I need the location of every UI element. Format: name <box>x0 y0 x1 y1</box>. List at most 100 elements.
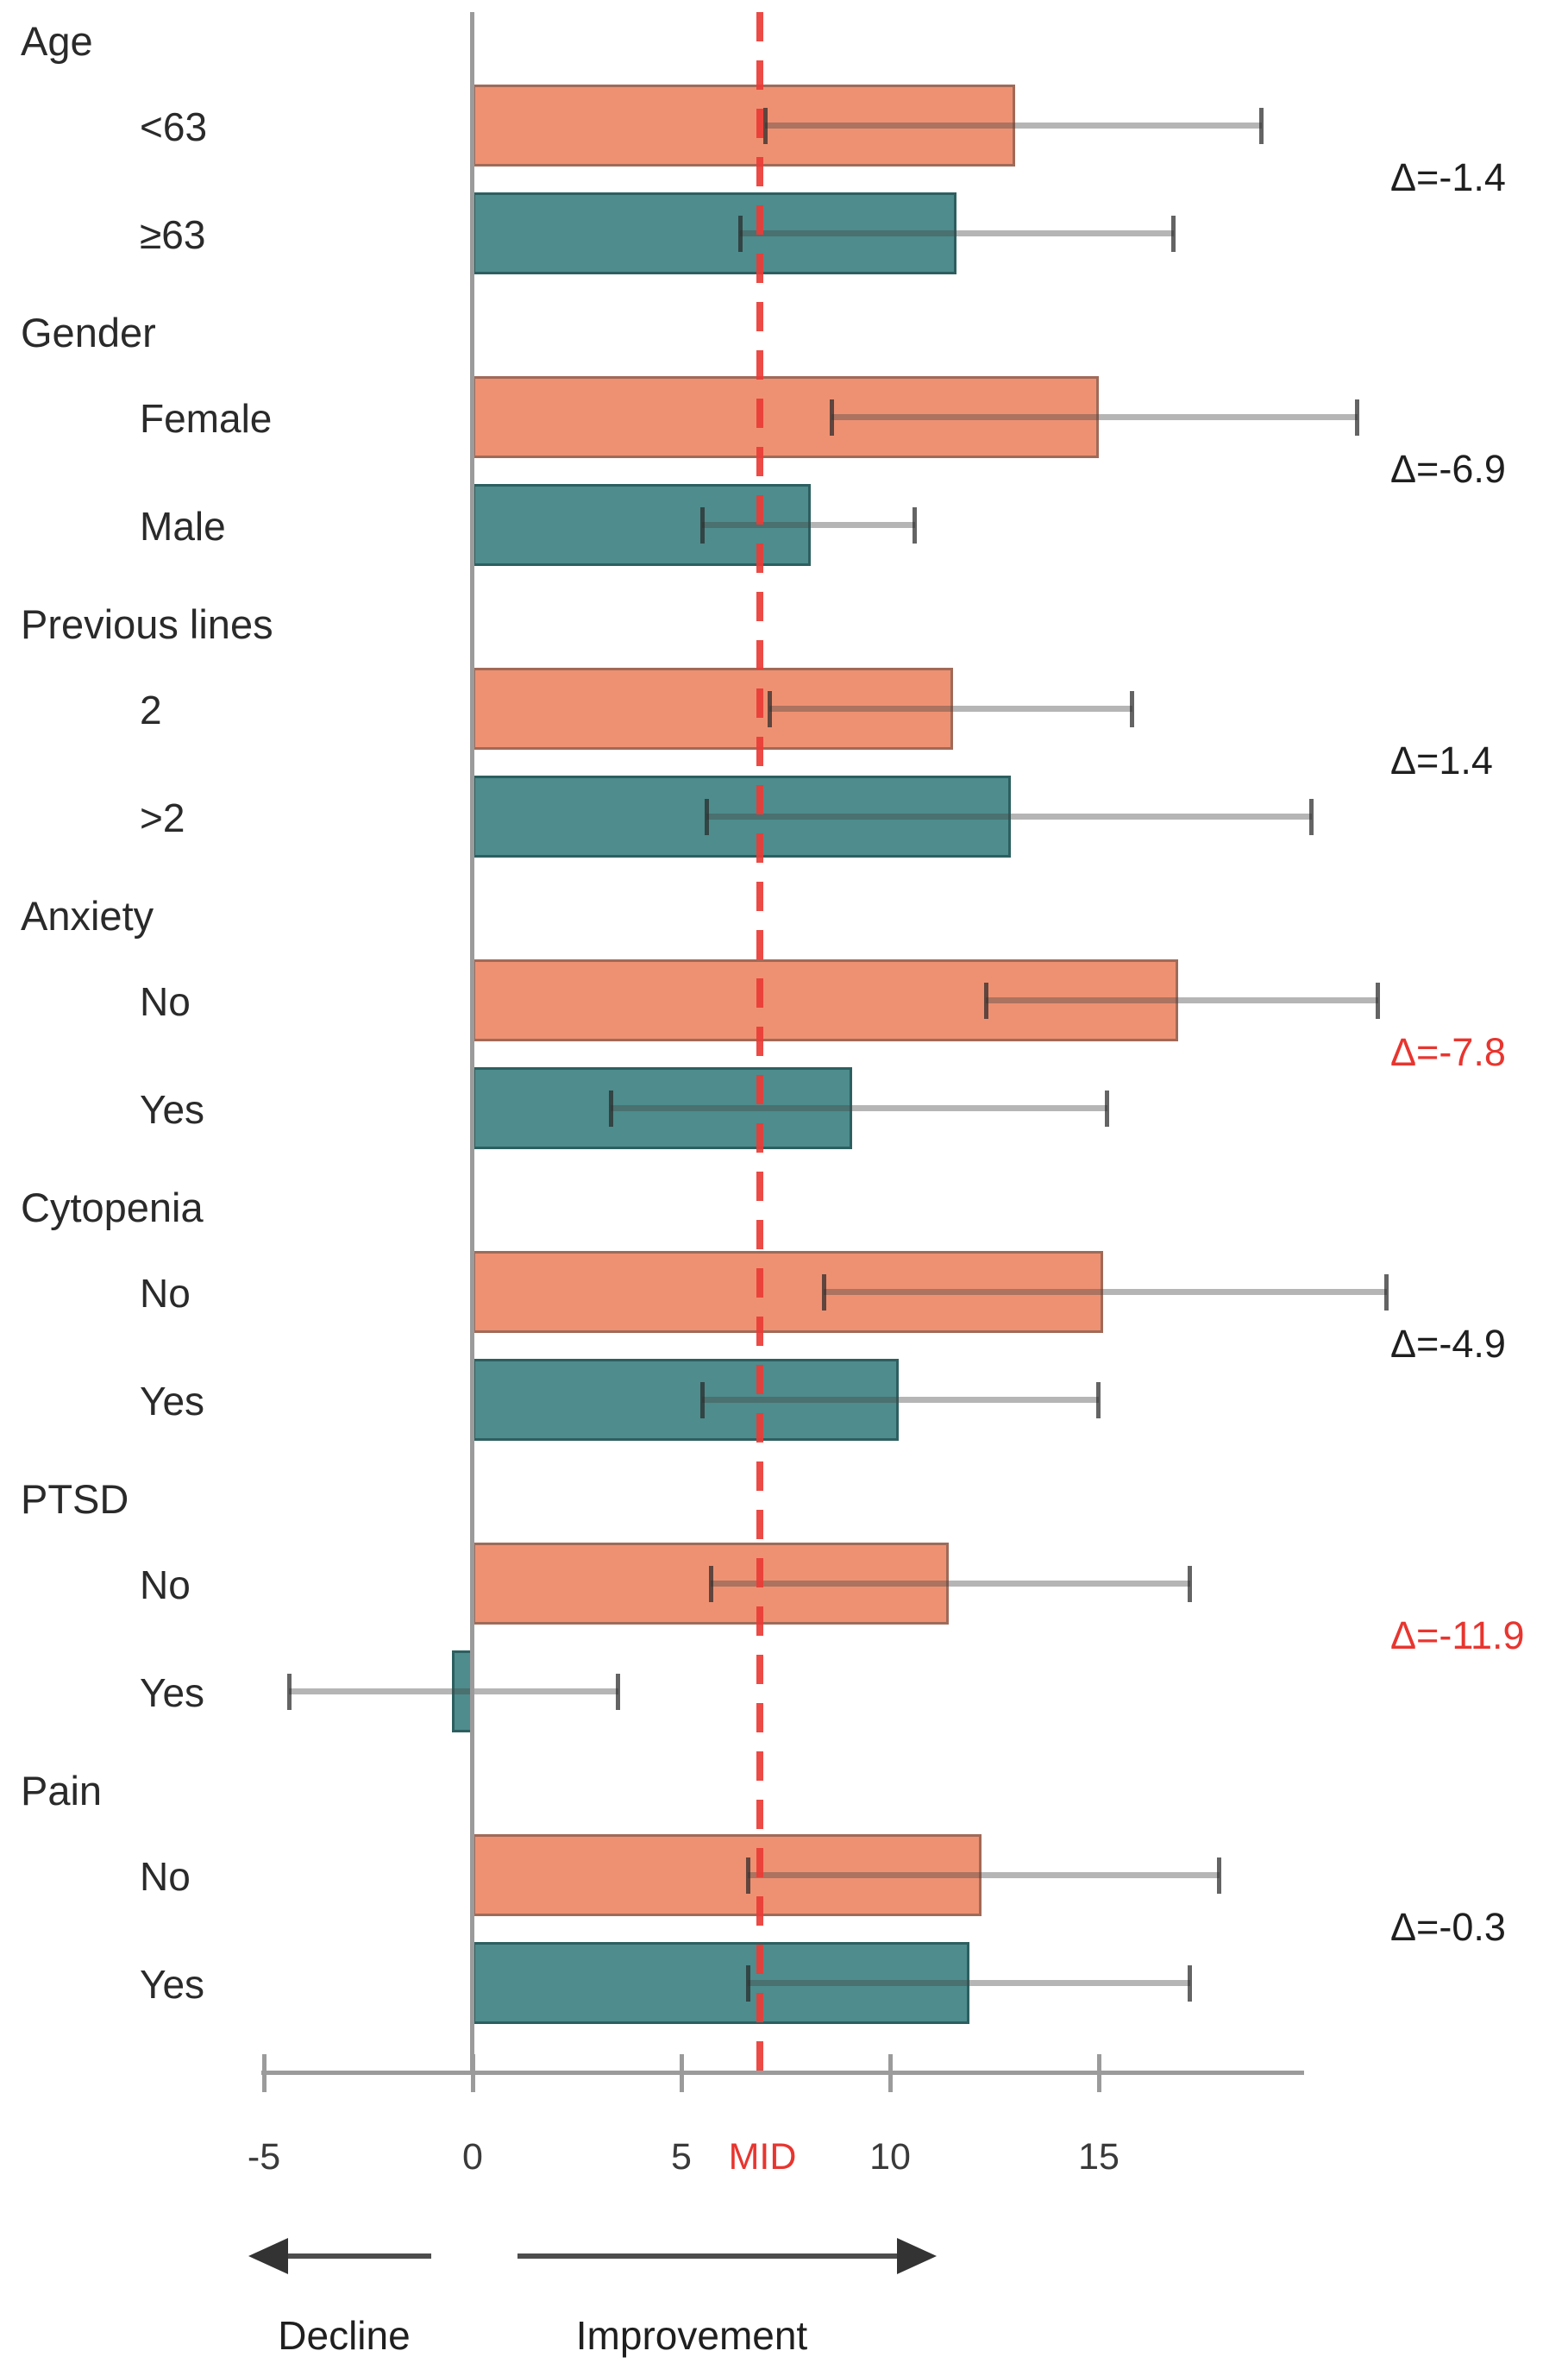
delta-label: Δ=-4.9 <box>1390 1322 1506 1366</box>
error-bar-cap-right <box>1130 690 1134 727</box>
improvement-arrow-shaft <box>517 2253 899 2259</box>
group-label-cytopenia: Cytopenia <box>21 1185 204 1230</box>
bar-label: Yes <box>140 1962 205 2007</box>
bar-label: 2 <box>140 688 162 732</box>
x-axis-tick <box>1097 2054 1101 2092</box>
error-bar-cap-right <box>1171 215 1176 252</box>
bar-first <box>473 1834 982 1916</box>
error-bar-cap-right <box>1188 1964 1192 2002</box>
bar-second <box>473 192 956 274</box>
error-bar-line <box>748 1980 1190 1986</box>
bar-first <box>473 959 1178 1041</box>
error-bar-cap-left <box>830 399 834 436</box>
error-bar-cap-right <box>616 1673 620 1710</box>
x-axis-tick <box>471 2054 475 2092</box>
error-bar-line <box>831 414 1358 420</box>
bar-second <box>473 776 1011 858</box>
error-bar-cap-left <box>609 1090 613 1127</box>
bar-label: No <box>140 979 191 1024</box>
error-bar-line <box>824 1289 1387 1295</box>
delta-label: Δ=-11.9 <box>1390 1613 1525 1657</box>
group-label-gender: Gender <box>21 310 156 355</box>
error-bar-cap-left <box>700 506 705 544</box>
error-bar-cap-left <box>738 215 743 252</box>
bar-second <box>473 1359 899 1441</box>
x-tick-label: 0 <box>462 2136 483 2178</box>
error-bar-cap-left <box>763 107 768 144</box>
x-axis-tick <box>262 2054 267 2092</box>
error-bar-line <box>702 522 915 528</box>
bar-first <box>473 376 1099 458</box>
zero-axis-line <box>470 12 474 2073</box>
error-bar-cap-right <box>1188 1565 1192 1602</box>
mid-tick-label: MID <box>728 2136 797 2178</box>
error-bar-line <box>289 1688 618 1694</box>
error-bar-cap-left <box>822 1273 826 1311</box>
bar-first <box>473 1251 1103 1333</box>
error-bar-cap-right <box>1105 1090 1109 1127</box>
improvement-label: Improvement <box>575 2313 808 2358</box>
bar-label: <63 <box>140 104 208 149</box>
bar-first <box>473 668 953 750</box>
error-bar-line <box>740 230 1174 236</box>
bar-label: Yes <box>140 1379 205 1424</box>
error-bar-cap-right <box>1376 982 1380 1019</box>
decline-label: Decline <box>278 2313 411 2358</box>
error-bar-cap-left <box>705 798 709 835</box>
x-axis-tick <box>888 2054 893 2092</box>
bar-label: Male <box>140 504 226 549</box>
bar-second <box>473 1067 852 1149</box>
bar-label: >2 <box>140 795 185 840</box>
bar-label: No <box>140 1562 191 1607</box>
bar-second <box>452 1650 473 1732</box>
decline-arrow-shaft <box>272 2253 431 2259</box>
x-tick-label: 10 <box>869 2136 911 2178</box>
x-axis-line <box>261 2071 1304 2075</box>
bar-label: No <box>140 1271 191 1316</box>
x-tick-label: -5 <box>247 2136 281 2178</box>
error-bar-cap-right <box>1355 399 1359 436</box>
delta-label: Δ=-7.8 <box>1390 1030 1506 1074</box>
error-bar-cap-left <box>984 982 988 1019</box>
group-label-ptsd: PTSD <box>21 1476 129 1522</box>
bar-second <box>473 484 811 566</box>
bar-label: No <box>140 1854 191 1899</box>
bar-label: Yes <box>140 1087 205 1132</box>
bar-label: ≥63 <box>140 212 206 257</box>
error-bar-cap-left <box>287 1673 292 1710</box>
mid-threshold-dashed-line <box>756 12 763 2071</box>
error-bar-line <box>765 123 1262 129</box>
error-bar-line <box>611 1105 1107 1111</box>
decline-arrow-icon <box>248 2238 288 2274</box>
error-bar-cap-right <box>1217 1857 1221 1894</box>
error-bar-line <box>769 706 1132 712</box>
delta-label: Δ=-0.3 <box>1390 1905 1506 1949</box>
delta-label: Δ=-1.4 <box>1390 155 1506 199</box>
delta-label: Δ=1.4 <box>1390 739 1493 783</box>
x-axis-tick <box>680 2054 684 2092</box>
error-bar-line <box>748 1872 1220 1878</box>
error-bar-cap-left <box>700 1381 705 1418</box>
error-bar-cap-right <box>1096 1381 1101 1418</box>
group-label-anxiety: Anxiety <box>21 893 154 939</box>
x-tick-label: 15 <box>1078 2136 1120 2178</box>
group-label-pain: Pain <box>21 1768 103 1813</box>
group-label-previous-lines: Previous lines <box>21 601 273 647</box>
error-bar-cap-left <box>746 1857 750 1894</box>
bar-label: Female <box>140 396 273 441</box>
bar-second <box>473 1942 969 2024</box>
bar-label: Yes <box>140 1670 205 1715</box>
error-bar-line <box>986 997 1378 1003</box>
error-bar-cap-right <box>1259 107 1264 144</box>
error-bar-cap-left <box>709 1565 713 1602</box>
error-bar-cap-right <box>913 506 917 544</box>
delta-label: Δ=-6.9 <box>1390 447 1506 491</box>
improvement-arrow-icon <box>897 2238 937 2274</box>
error-bar-cap-left <box>768 690 772 727</box>
error-bar-cap-left <box>746 1964 750 2002</box>
group-label-age: Age <box>21 18 93 64</box>
error-bar-line <box>702 1397 1099 1403</box>
error-bar-line <box>706 814 1312 820</box>
error-bar-line <box>711 1581 1190 1587</box>
